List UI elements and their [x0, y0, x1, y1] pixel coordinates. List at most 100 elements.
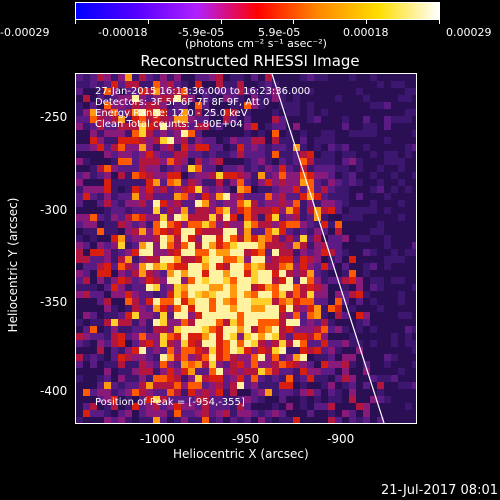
heatmap-cell	[349, 214, 357, 222]
heatmap-cell	[272, 165, 280, 173]
heatmap-cell	[398, 95, 406, 103]
heatmap-cell	[139, 179, 147, 187]
heatmap-cell	[118, 403, 126, 411]
heatmap-cell	[314, 291, 322, 299]
heatmap-cell	[153, 291, 161, 299]
heatmap-cell	[265, 214, 273, 222]
heatmap-cell	[83, 130, 91, 138]
heatmap-cell	[300, 375, 308, 383]
heatmap-cell	[230, 81, 238, 89]
heatmap-cell	[209, 179, 217, 187]
heatmap-cell	[244, 277, 252, 285]
heatmap-cell	[139, 193, 147, 201]
heatmap-cell	[363, 102, 371, 110]
heatmap-cell	[146, 312, 154, 320]
heatmap-cell	[272, 396, 280, 404]
heatmap-cell	[118, 291, 126, 299]
heatmap-cell	[314, 403, 322, 411]
heatmap-cell	[104, 102, 112, 110]
heatmap-cell	[209, 116, 217, 124]
heatmap-cell	[272, 333, 280, 341]
heatmap-cell	[104, 144, 112, 152]
heatmap-cell	[384, 102, 392, 110]
heatmap-cell	[139, 137, 147, 145]
heatmap-cell	[356, 123, 364, 131]
heatmap-cell	[314, 193, 322, 201]
heatmap-cell	[90, 256, 98, 264]
heatmap-cell	[237, 221, 245, 229]
heatmap-cell	[223, 368, 231, 376]
heatmap-cell	[244, 263, 252, 271]
heatmap-cell	[216, 340, 224, 348]
heatmap-cell	[90, 151, 98, 159]
heatmap-cell	[349, 207, 357, 215]
heatmap-cell	[321, 172, 329, 180]
heatmap-cell	[342, 347, 350, 355]
heatmap-cell	[384, 403, 392, 411]
heatmap-cell	[104, 277, 112, 285]
heatmap-cell	[90, 193, 98, 201]
heatmap-cell	[391, 242, 399, 250]
heatmap-cell	[412, 144, 416, 152]
heatmap-cell	[181, 291, 189, 299]
heatmap-cell	[314, 221, 322, 229]
heatmap-cell	[181, 368, 189, 376]
heatmap-cell	[265, 298, 273, 306]
heatmap-cell	[405, 207, 413, 215]
heatmap-cell	[83, 228, 91, 236]
heatmap-cell	[174, 249, 182, 257]
heatmap-cell	[167, 109, 175, 117]
heatmap-cell	[321, 291, 329, 299]
heatmap-cell	[111, 277, 119, 285]
heatmap-cell	[244, 347, 252, 355]
heatmap-cell	[244, 207, 252, 215]
heatmap-cell	[286, 123, 294, 131]
heatmap-cell	[342, 382, 350, 390]
heatmap-cell	[76, 305, 84, 313]
heatmap-cell	[293, 410, 301, 418]
heatmap-cell	[181, 298, 189, 306]
heatmap-cell	[181, 228, 189, 236]
heatmap-cell	[195, 214, 203, 222]
heatmap-cell	[251, 277, 259, 285]
heatmap-cell	[244, 326, 252, 334]
heatmap-cell	[83, 312, 91, 320]
heatmap-cell	[160, 403, 168, 411]
heatmap-cell	[97, 382, 105, 390]
heatmap-cell	[209, 263, 217, 271]
heatmap-cell	[349, 312, 357, 320]
heatmap-cell	[377, 172, 385, 180]
heatmap-cell	[188, 193, 196, 201]
heatmap-cell	[139, 235, 147, 243]
heatmap-cell	[216, 116, 224, 124]
heatmap-cell	[356, 312, 364, 320]
heatmap-cell	[76, 95, 84, 103]
heatmap-cell	[335, 172, 343, 180]
heatmap-cell	[195, 312, 203, 320]
heatmap-cell	[391, 186, 399, 194]
heatmap-cell	[223, 417, 231, 423]
heatmap-cell	[286, 200, 294, 208]
heatmap-cell	[146, 326, 154, 334]
heatmap-cell	[97, 270, 105, 278]
heatmap-cell	[237, 193, 245, 201]
heatmap-cell	[97, 151, 105, 159]
heatmap-cell	[370, 74, 378, 82]
heatmap-cell	[384, 214, 392, 222]
heatmap-cell	[328, 382, 336, 390]
heatmap-cell	[370, 207, 378, 215]
heatmap-cell	[321, 354, 329, 362]
heatmap-cell	[377, 130, 385, 138]
heatmap-cell	[111, 102, 119, 110]
heatmap-cell	[195, 207, 203, 215]
heatmap-cell	[384, 417, 392, 423]
heatmap-cell	[405, 312, 413, 320]
heatmap-cell	[223, 88, 231, 96]
heatmap-cell	[167, 130, 175, 138]
heatmap-cell	[139, 151, 147, 159]
heatmap-cell	[251, 298, 259, 306]
heatmap-cell	[328, 228, 336, 236]
heatmap-cell	[349, 305, 357, 313]
heatmap-cell	[300, 368, 308, 376]
heatmap-cell	[321, 319, 329, 327]
